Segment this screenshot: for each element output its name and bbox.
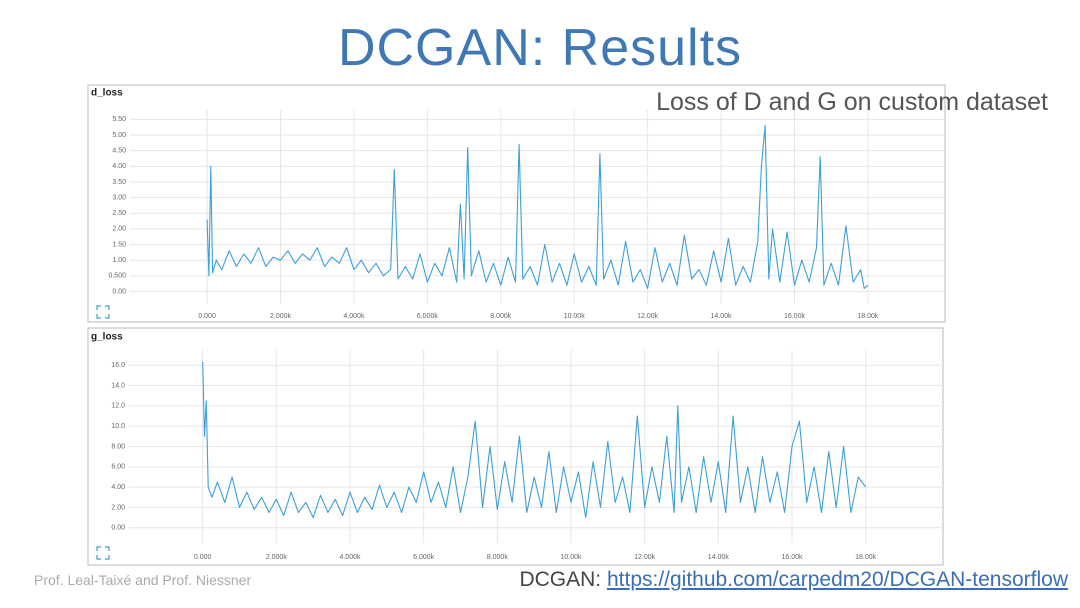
- y-tick-label: 0.00: [111, 525, 125, 532]
- x-tick-label: 0.000: [198, 313, 216, 320]
- x-tick-label: 4.000k: [343, 313, 365, 320]
- y-tick-label: 16.0: [111, 362, 125, 369]
- x-tick-label: 8.000k: [490, 313, 512, 320]
- x-tick-label: 18.00k: [857, 313, 879, 320]
- y-tick-label: 10.0: [111, 423, 125, 430]
- slide-subtitle: Loss of D and G on custom dataset: [656, 88, 1048, 116]
- slide-title: DCGAN: Results: [337, 19, 743, 77]
- source-prefix: DCGAN:: [519, 568, 602, 591]
- y-tick-label: 3.50: [112, 179, 126, 186]
- y-tick-label: 12.0: [111, 403, 125, 410]
- y-tick-label: 4.00: [111, 484, 125, 491]
- x-tick-label: 16.00k: [784, 313, 806, 320]
- x-tick-label: 10.00k: [564, 313, 586, 320]
- source: DCGAN: https://github.com/carpedm20/DCGA…: [519, 568, 1068, 592]
- y-tick-label: 1.00: [112, 257, 126, 264]
- x-tick-label: 2.000k: [270, 313, 292, 320]
- x-tick-label: 12.00k: [637, 313, 659, 320]
- y-tick-label: 8.00: [111, 443, 125, 450]
- y-tick-label: 2.00: [111, 504, 125, 511]
- y-tick-label: 0.00: [112, 288, 126, 295]
- x-tick-label: 14.00k: [711, 313, 733, 320]
- y-tick-label: 2.50: [112, 210, 126, 217]
- x-tick-label: 18.00k: [855, 554, 877, 561]
- source-link[interactable]: https://github.com/carpedm20/DCGAN-tenso…: [606, 568, 1068, 591]
- x-tick-label: 16.00k: [781, 554, 803, 561]
- y-tick-label: 5.50: [112, 116, 126, 123]
- x-tick-label: 10.00k: [560, 554, 582, 561]
- y-tick-label: 6.00: [111, 464, 125, 471]
- y-tick-label: 1.50: [112, 241, 126, 248]
- footer: Prof. Leal-Taixé and Prof. Niessner: [34, 572, 252, 588]
- y-tick-label: 14.0: [111, 382, 125, 389]
- chart-title: g_loss: [91, 332, 123, 343]
- chart-frame: [87, 84, 946, 323]
- x-tick-label: 6.000k: [413, 554, 435, 561]
- x-tick-label: 4.000k: [339, 554, 361, 561]
- x-tick-label: 6.000k: [417, 313, 439, 320]
- y-tick-label: 0.500: [108, 273, 126, 280]
- loss-line: [206, 125, 869, 289]
- y-tick-label: 2.00: [112, 226, 126, 233]
- x-tick-label: 8.000k: [487, 554, 509, 561]
- x-tick-label: 2.000k: [266, 554, 288, 561]
- y-tick-label: 4.50: [112, 148, 126, 155]
- x-tick-label: 0.000: [194, 554, 212, 561]
- loss-line: [202, 362, 867, 519]
- fullscreen-icon[interactable]: [96, 305, 110, 319]
- chart-title: d_loss: [91, 88, 123, 99]
- y-tick-label: 4.00: [112, 163, 126, 170]
- y-tick-label: 5.00: [112, 132, 126, 139]
- fullscreen-icon[interactable]: [96, 546, 110, 560]
- x-tick-label: 14.00k: [708, 554, 730, 561]
- y-tick-label: 3.00: [112, 194, 126, 201]
- x-tick-label: 12.00k: [634, 554, 656, 561]
